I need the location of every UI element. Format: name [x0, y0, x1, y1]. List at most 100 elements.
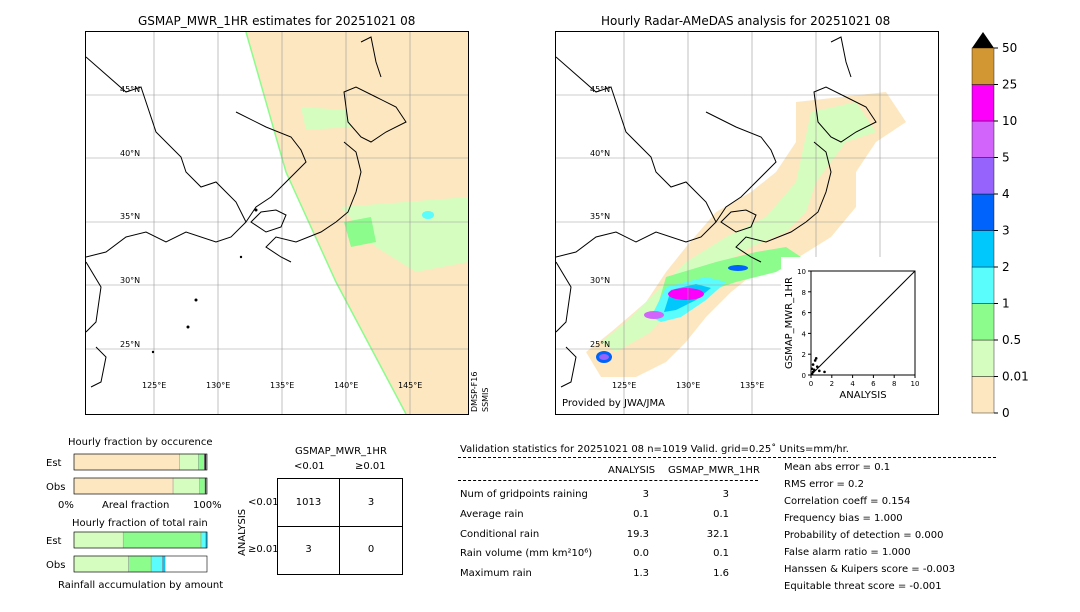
stat-row-label: Maximum rain — [460, 568, 532, 579]
score-line: Frequency bias = 1.000 — [784, 513, 903, 524]
colorbar: 0 0.01 0.5 1 2 3 4 5 10 25 50 — [971, 32, 1029, 420]
left-lon-label-135: 135°E — [270, 381, 295, 390]
colorbar-tick-label: 3 — [1002, 224, 1010, 238]
colorbar-segment — [971, 339, 995, 377]
right-lat-label-40: 40°N — [590, 149, 611, 158]
total-rain-segment — [122, 531, 202, 549]
scatter-point — [811, 370, 815, 374]
radar-south-peak — [599, 354, 609, 360]
contingency-row-axis: ANALYSIS — [237, 508, 248, 556]
right-lat-label-45: 45°N — [590, 85, 611, 94]
col-header-analysis: ANALYSIS — [608, 465, 656, 476]
total-rain-row-frame — [73, 531, 208, 549]
stat-row-label: Num of gridpoints raining — [460, 489, 588, 500]
total-rain-segment — [150, 555, 163, 573]
total-rain-title: Hourly fraction of total rain — [72, 518, 208, 529]
scatter-diagonal — [810, 270, 916, 376]
scatter-point — [814, 357, 818, 360]
scatter-point — [813, 359, 817, 362]
scatter-point — [812, 368, 816, 372]
score-line: False alarm ratio = 1.000 — [784, 547, 911, 558]
colorbar-tick-label: 4 — [1002, 187, 1010, 201]
occurrence-title: Hourly fraction by occurence — [68, 437, 213, 448]
occurrence-tick-0: 0% — [58, 500, 74, 511]
stat-row-analysis: 0.1 — [633, 509, 649, 520]
colorbar-tick-label: 50 — [1002, 41, 1017, 55]
total-rain-row-label: Obs — [46, 560, 65, 571]
score-line: RMS error = 0.2 — [784, 479, 864, 490]
contingency-row-label-1: <0.01 — [248, 497, 279, 508]
right-map-title: Hourly Radar-AMeDAS analysis for 2025102… — [601, 14, 891, 28]
occurrence-row-label: Obs — [46, 482, 65, 493]
left-map-grid — [86, 32, 468, 414]
contingency-title: GSMAP_MWR_1HR — [295, 446, 387, 457]
scatter-y-tick-label: 10 — [797, 268, 806, 276]
swath-moderate-rain — [344, 217, 376, 247]
sensor-label-1: DMSP-F16 — [470, 371, 479, 412]
contingency-cell: 1013 — [295, 497, 322, 508]
left-map-coastline — [86, 36, 407, 388]
score-line: Hanssen & Kuipers score = -0.003 — [784, 564, 956, 575]
total-rain-row-frame — [73, 555, 208, 573]
scatter-point — [818, 369, 821, 373]
sensor-label-2: SSMIS — [481, 387, 490, 413]
colorbar-extension-arrow — [972, 32, 994, 48]
radar-east-rain — [728, 265, 748, 271]
colorbar-tick-label: 10 — [1002, 114, 1017, 128]
scatter-point — [823, 370, 826, 374]
colorbar-tick-label: 2 — [1002, 260, 1010, 274]
colorbar-segment — [971, 376, 995, 414]
occurrence-segment — [198, 453, 205, 471]
swath-light-rain-2 — [301, 107, 351, 130]
occurrence-row-frame — [73, 453, 208, 471]
contingency-col-label-1: <0.01 — [294, 461, 325, 472]
stat-row-gsmap: 1.6 — [713, 568, 729, 579]
occurrence-row-label: Est — [46, 458, 62, 469]
colorbar-segment — [971, 193, 995, 231]
colorbar-tick-label: 25 — [1002, 78, 1017, 92]
stat-row-gsmap: 32.1 — [706, 529, 729, 540]
left-lat-label-45: 45°N — [120, 85, 141, 94]
left-lat-label-30: 30°N — [120, 276, 141, 285]
right-lon-label-125: 125°E — [612, 381, 637, 390]
colorbar-segment — [971, 157, 995, 195]
total-rain-xlabel: Rainfall accumulation by amount — [58, 580, 224, 591]
left-map-islands — [151, 208, 258, 354]
colorbar-segment — [971, 47, 995, 85]
occurrence-segment — [172, 477, 200, 495]
contingency-cell: 3 — [305, 544, 312, 555]
contingency-col-label-2: ≥0.01 — [355, 461, 386, 472]
scatter-x-tick-label: 6 — [871, 380, 876, 388]
scatter-x-tick-label: 2 — [830, 380, 834, 388]
left-map-canvas — [86, 32, 468, 414]
scatter-x-tick-label: 0 — [809, 380, 813, 388]
col-header-gsmap: GSMAP_MWR_1HR — [668, 465, 760, 476]
score-line: Equitable threat score = -0.001 — [784, 581, 942, 592]
score-line: Correlation coeff = 0.154 — [784, 496, 911, 507]
colorbar-segment — [971, 120, 995, 158]
swath-light-rain — [341, 197, 468, 272]
colorbar-segment — [971, 266, 995, 304]
map-credit: Provided by JWA/JMA — [562, 398, 665, 409]
right-lon-label-135: 135°E — [740, 381, 765, 390]
contingency-cell: 0 — [367, 544, 375, 555]
contingency-table: 1013 3 3 0 — [277, 478, 403, 575]
total-rain-segment — [73, 531, 124, 549]
occurrence-tick-100: 100% — [193, 500, 222, 511]
validation-header: Validation statistics for 20251021 08 n=… — [460, 444, 849, 455]
scatter-y-tick-label: 8 — [802, 289, 806, 297]
scatter-ylabel: GSMAP_MWR_1HR — [784, 277, 795, 369]
scatter-xlabel: ANALYSIS — [839, 390, 886, 401]
right-lat-label-35: 35°N — [590, 212, 611, 221]
stat-row-analysis: 0.0 — [633, 548, 649, 559]
right-lat-label-30: 30°N — [590, 276, 611, 285]
colorbar-tick-label: 0 — [1002, 406, 1010, 420]
swath-edge — [245, 32, 407, 414]
colorbar-segment — [971, 84, 995, 122]
occurrence-segment — [73, 453, 180, 471]
validation-header-rule — [458, 480, 758, 481]
left-lon-label-140: 140°E — [334, 381, 359, 390]
stat-row-label: Rain volume (mm km²10⁶) — [460, 548, 593, 559]
occurrence-segment — [199, 477, 206, 495]
total-rain-chart: Est Obs — [46, 531, 208, 573]
